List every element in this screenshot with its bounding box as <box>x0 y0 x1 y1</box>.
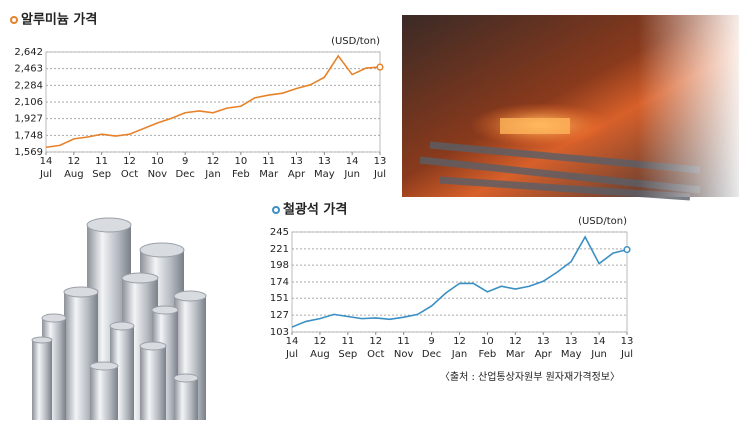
x-tick-label: Mar <box>506 349 526 360</box>
end-point <box>623 246 631 254</box>
x-tick-label: Apr <box>288 169 306 180</box>
y-tick-label: 2,284 <box>14 80 43 91</box>
steel-mill-photo <box>402 15 739 201</box>
x-tick-label: 13 <box>290 156 303 167</box>
x-tick-label: Oct <box>121 169 138 180</box>
x-tick-label: May <box>314 169 335 180</box>
y-tick-label: 1,748 <box>14 130 43 141</box>
y-tick-label: 198 <box>270 260 289 271</box>
x-tick-label: Jun <box>343 169 360 180</box>
y-tick-label: 151 <box>270 293 289 304</box>
x-tick-label: 13 <box>565 336 578 347</box>
line-series <box>291 235 628 328</box>
y-tick-label: 1,927 <box>14 114 43 125</box>
line-series <box>45 54 381 149</box>
x-tick-label: 11 <box>95 156 108 167</box>
y-tick-label: 2,642 <box>14 47 43 58</box>
source-note: 〈출처 : 산업통상자원부 원자재가격정보〉 <box>440 370 620 383</box>
plot-frame <box>45 51 381 153</box>
x-tick-label: Sep <box>338 349 357 360</box>
x-tick-label: 14 <box>286 336 299 347</box>
x-tick-label: Aug <box>310 349 330 360</box>
x-tick-label: 13 <box>374 156 387 167</box>
x-tick-label: 11 <box>397 336 410 347</box>
x-tick-label: 13 <box>621 336 634 347</box>
unit-label: (USD/ton) <box>578 216 627 227</box>
x-tick-label: 10 <box>234 156 247 167</box>
x-tick-label: 12 <box>123 156 136 167</box>
x-tick-label: 11 <box>262 156 275 167</box>
x-tick-label: 12 <box>314 336 327 347</box>
x-tick-label: 14 <box>40 156 53 167</box>
x-tick-label: Apr <box>535 349 553 360</box>
chart: 철광석 가격 (USD/ton) 103 127 151 174 198 221 245 14 Ju… <box>270 202 633 384</box>
x-tick-label: Jul <box>373 169 386 180</box>
x-tick-label: 11 <box>341 336 354 347</box>
chart-title: 알루미늄 가격 <box>21 12 97 28</box>
x-tick-label: Aug <box>64 169 84 180</box>
y-tick-label: 2,106 <box>14 97 43 108</box>
x-tick-label: 12 <box>369 336 382 347</box>
x-tick-label: 12 <box>509 336 522 347</box>
y-tick-label: 127 <box>270 310 289 321</box>
x-tick-label: 14 <box>346 156 359 167</box>
x-tick-label: Sep <box>92 169 111 180</box>
x-tick-label: 14 <box>593 336 606 347</box>
x-tick-label: 12 <box>207 156 220 167</box>
x-tick-label: Dec <box>175 169 194 180</box>
unit-label: (USD/ton) <box>331 36 380 47</box>
y-tick-label: 221 <box>270 244 289 255</box>
x-tick-label: Jul <box>285 349 298 360</box>
chart: 알루미늄 가격 (USD/ton) 1,569 1,748 1,927 2,106 2,28… <box>10 12 387 180</box>
y-tick-label: 1,569 <box>14 147 43 158</box>
x-tick-label: Dec <box>422 349 441 360</box>
x-tick-label: 9 <box>428 336 434 347</box>
x-tick-label: May <box>561 349 582 360</box>
x-tick-label: Jan <box>451 349 467 360</box>
x-tick-label: 12 <box>67 156 80 167</box>
pipes-image <box>31 217 207 420</box>
y-tick-label: 103 <box>270 327 289 338</box>
x-tick-label: Mar <box>259 169 279 180</box>
title-bullet <box>10 16 18 24</box>
x-tick-label: Jul <box>39 169 52 180</box>
x-tick-label: 10 <box>151 156 164 167</box>
x-tick-label: 10 <box>481 336 494 347</box>
y-tick-label: 245 <box>270 227 289 238</box>
end-point <box>376 63 384 71</box>
x-tick-label: Jul <box>620 349 633 360</box>
x-tick-label: 12 <box>453 336 466 347</box>
x-tick-label: 9 <box>182 156 188 167</box>
x-tick-label: Nov <box>394 349 414 360</box>
x-tick-label: Jun <box>590 349 607 360</box>
x-tick-label: 13 <box>537 336 550 347</box>
x-tick-label: Feb <box>479 349 497 360</box>
x-tick-label: Jan <box>204 169 220 180</box>
x-tick-label: 13 <box>318 156 331 167</box>
chart-title: 철광석 가격 <box>283 202 347 218</box>
x-tick-label: Feb <box>232 169 250 180</box>
y-tick-label: 2,463 <box>14 64 43 75</box>
title-bullet <box>272 206 280 214</box>
x-tick-label: Nov <box>148 169 168 180</box>
y-tick-label: 174 <box>270 277 289 288</box>
x-tick-label: Oct <box>367 349 384 360</box>
